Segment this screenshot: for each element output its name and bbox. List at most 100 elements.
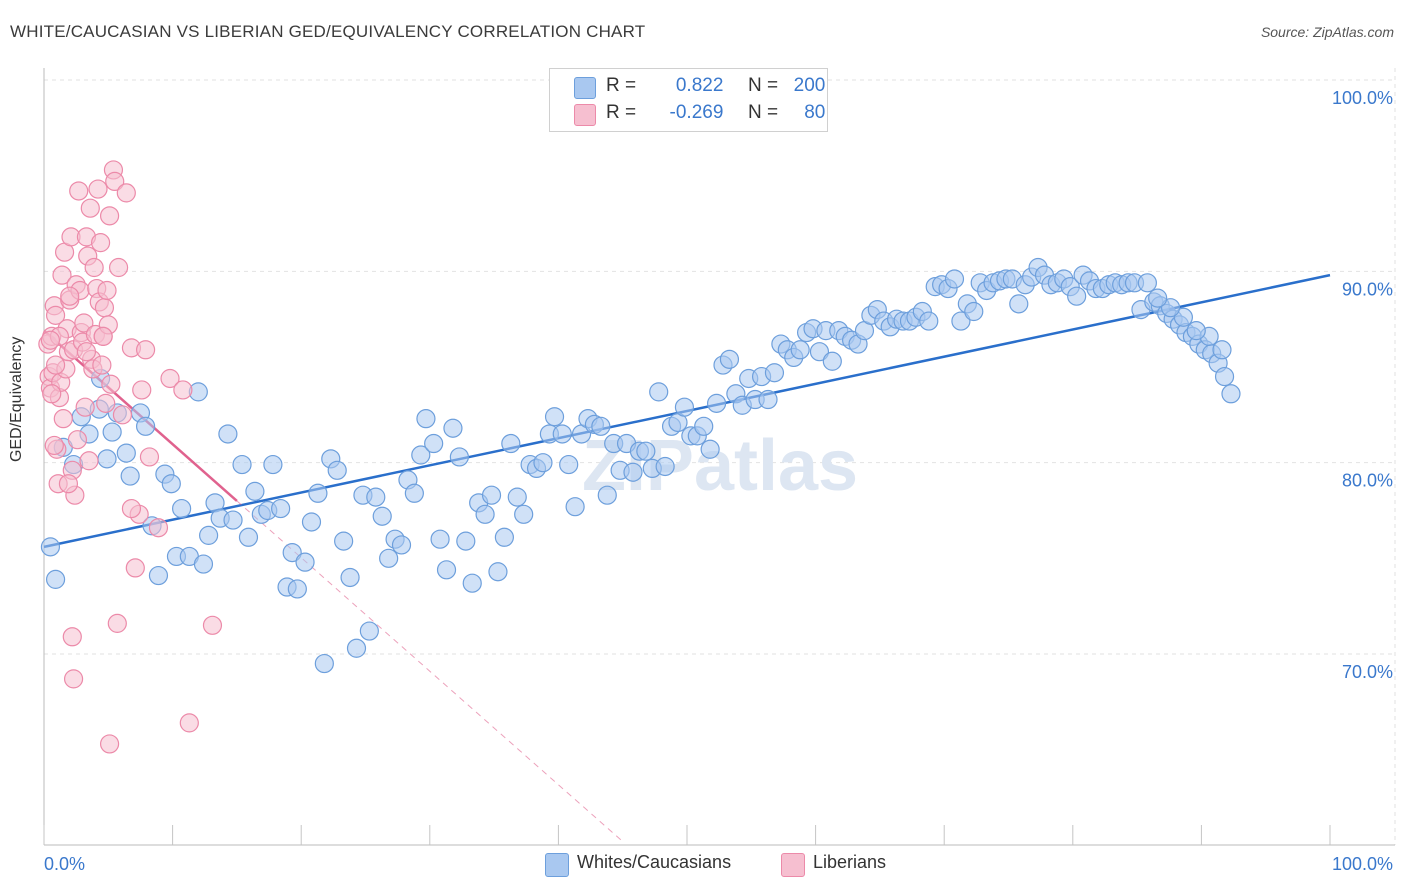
whites-point bbox=[218, 424, 238, 444]
liberians-point bbox=[112, 405, 133, 425]
whites-point bbox=[135, 416, 156, 436]
liberians-point bbox=[96, 393, 116, 413]
whites-point bbox=[1067, 286, 1087, 306]
liberians-point bbox=[75, 397, 95, 417]
x-tick-label-max: 100.0% bbox=[1332, 854, 1393, 874]
liberians-point bbox=[202, 615, 223, 635]
whites-point bbox=[416, 409, 436, 429]
whites-point bbox=[758, 389, 778, 410]
whites-point bbox=[232, 454, 252, 475]
whites-point bbox=[514, 504, 534, 524]
liberians-point bbox=[90, 233, 111, 253]
liberians-point bbox=[125, 558, 145, 578]
whites-point bbox=[1009, 294, 1029, 314]
y-tick-label: 80.0% bbox=[1342, 471, 1393, 491]
whites-point bbox=[436, 560, 457, 580]
whites-point bbox=[366, 487, 386, 507]
whites-point bbox=[944, 269, 965, 289]
whites-point bbox=[449, 447, 469, 467]
liberians-point bbox=[79, 451, 99, 471]
whites-point bbox=[314, 653, 334, 674]
liberians-point bbox=[160, 368, 180, 389]
whites-point bbox=[764, 363, 785, 383]
whites-point bbox=[501, 433, 521, 454]
whites-legend-label: Whites/Caucasians bbox=[577, 852, 732, 872]
whites-point bbox=[263, 454, 283, 475]
whites-point bbox=[481, 485, 502, 505]
whites-point bbox=[223, 510, 243, 530]
whites-point bbox=[334, 531, 354, 551]
whites-swatch bbox=[545, 853, 569, 877]
liberians-point bbox=[62, 627, 82, 647]
whites-point bbox=[45, 569, 66, 589]
liberians-point bbox=[94, 298, 115, 318]
whites-point bbox=[706, 393, 727, 413]
whites-series bbox=[40, 257, 1241, 674]
whites-point bbox=[40, 537, 61, 557]
whites-point bbox=[287, 579, 307, 599]
liberians-point bbox=[53, 409, 73, 429]
liberians-point bbox=[148, 518, 169, 538]
liberians-point bbox=[69, 181, 89, 201]
whites-point bbox=[694, 416, 714, 436]
whites-point bbox=[172, 498, 192, 519]
whites-point bbox=[359, 621, 379, 641]
whites-point bbox=[655, 456, 675, 477]
whites-point bbox=[346, 638, 367, 658]
whites-point bbox=[919, 311, 939, 331]
whites-point bbox=[507, 487, 527, 507]
whites-point bbox=[544, 407, 565, 427]
whites-point bbox=[700, 439, 720, 459]
whites-point bbox=[462, 573, 482, 593]
whites-point bbox=[1186, 321, 1206, 341]
whites-point bbox=[559, 454, 579, 475]
liberians-swatch bbox=[574, 104, 596, 126]
whites-point bbox=[148, 565, 169, 586]
whites-point bbox=[674, 397, 695, 417]
whites-point bbox=[116, 443, 136, 463]
whites-point bbox=[391, 535, 412, 555]
y-tick-labels: 100.0% 90.0% 80.0% 70.0% bbox=[1332, 88, 1393, 682]
whites-point bbox=[494, 527, 514, 547]
liberians-point bbox=[108, 257, 129, 278]
correlation-legend: R = 0.822 N = 200 R = -0.269 N = 80 bbox=[549, 68, 828, 132]
whites-point bbox=[1212, 340, 1232, 360]
whites-point bbox=[533, 453, 553, 473]
liberians-point bbox=[92, 355, 112, 375]
whites-point bbox=[308, 483, 328, 503]
liberians-point bbox=[99, 206, 120, 226]
whites-point bbox=[430, 529, 450, 549]
whites-point bbox=[1148, 288, 1168, 308]
whites-point bbox=[340, 567, 360, 588]
liberians-point bbox=[58, 474, 79, 494]
whites-point bbox=[719, 349, 740, 369]
whites-point bbox=[790, 340, 810, 360]
r-value-whites: 0.822 bbox=[675, 75, 724, 96]
n-label: N = bbox=[747, 75, 779, 96]
liberians-point bbox=[97, 280, 117, 301]
liberians-point bbox=[107, 613, 127, 633]
source-label: Source: ZipAtlas.com bbox=[1260, 24, 1394, 40]
y-tick-label: 90.0% bbox=[1342, 279, 1393, 299]
liberians-point bbox=[135, 340, 156, 360]
liberians-series bbox=[38, 160, 223, 754]
whites-point bbox=[488, 562, 508, 582]
n-value-whites: 200 bbox=[793, 75, 826, 96]
whites-point bbox=[822, 351, 842, 371]
whites-point bbox=[623, 462, 643, 482]
chart-title: WHITE/CAUCASIAN VS LIBERIAN GED/EQUIVALE… bbox=[10, 22, 646, 41]
axes bbox=[43, 68, 1395, 846]
liberians-point bbox=[116, 183, 136, 203]
whites-point bbox=[282, 542, 302, 563]
whites-point bbox=[1173, 307, 1193, 327]
whites-point bbox=[245, 481, 265, 501]
whites-point bbox=[411, 445, 431, 465]
liberians-point bbox=[93, 326, 113, 346]
r-label: R = bbox=[606, 102, 637, 123]
liberians-point bbox=[179, 713, 199, 733]
liberians-point bbox=[60, 286, 80, 306]
n-label: N = bbox=[747, 102, 779, 123]
liberians-point bbox=[63, 669, 84, 689]
whites-point bbox=[809, 342, 830, 362]
